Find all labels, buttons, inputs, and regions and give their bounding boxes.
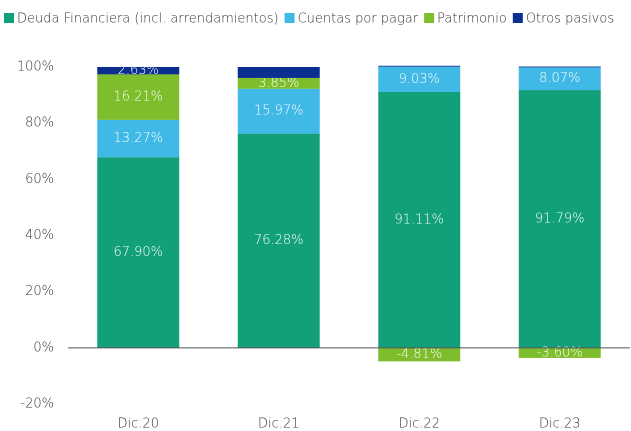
x-tick-label: Dic.21 [258,417,299,431]
bar-segment [97,157,180,348]
bar-segment [518,67,601,91]
bar-segment [97,74,180,120]
bar-segment [237,67,320,78]
data-label: 91.11% [394,212,444,227]
bar-segment [378,65,461,67]
y-tick-label: 0% [33,340,54,355]
x-tick-label: Dic.20 [118,417,159,431]
legend-label: Cuentas por pagar [298,12,419,27]
bar-segment [237,77,320,89]
legend-label: Deuda Financiera (incl. arrendamientos) [17,12,279,27]
data-label: 16.21% [113,90,163,105]
legend-swatch [284,13,295,23]
y-tick-label: -20% [20,397,54,412]
data-label: 91.79% [535,211,585,226]
data-label: 2.63% [118,63,159,78]
y-tick-label: 40% [25,228,54,243]
bar-segment [237,88,320,134]
data-label: -3.60% [537,345,583,360]
bar-segment [97,119,180,158]
bar-segment [378,347,461,362]
bar-segment [378,91,461,348]
x-tick-label: Dic.22 [399,417,440,431]
bar-segment [237,133,320,348]
data-label: 8.07% [539,71,580,86]
y-tick-label: 20% [25,284,54,299]
y-tick-label: 60% [25,172,54,187]
legend-label: Patrimonio [437,12,507,27]
bar-segment [378,66,461,92]
data-label: -4.81% [396,347,442,362]
bar-segment [518,66,601,68]
y-tick-label: 80% [25,116,54,131]
legend-swatch [424,13,435,23]
data-label: 76.28% [254,233,304,248]
legend-swatch [4,13,14,23]
bar-segment [518,347,601,358]
legend-label: Otros pasivos [526,12,614,27]
data-label: 67.90% [113,245,163,260]
bar-segment [97,66,180,75]
legend-swatch [512,13,523,23]
data-label: 3.85% [258,76,299,91]
data-label: 9.03% [399,72,440,87]
y-tick-label: 100% [17,60,54,75]
data-label: 13.27% [113,131,163,146]
x-tick-label: Dic.23 [539,417,580,431]
data-label: 15.97% [254,104,304,119]
bar-segment [518,90,601,348]
